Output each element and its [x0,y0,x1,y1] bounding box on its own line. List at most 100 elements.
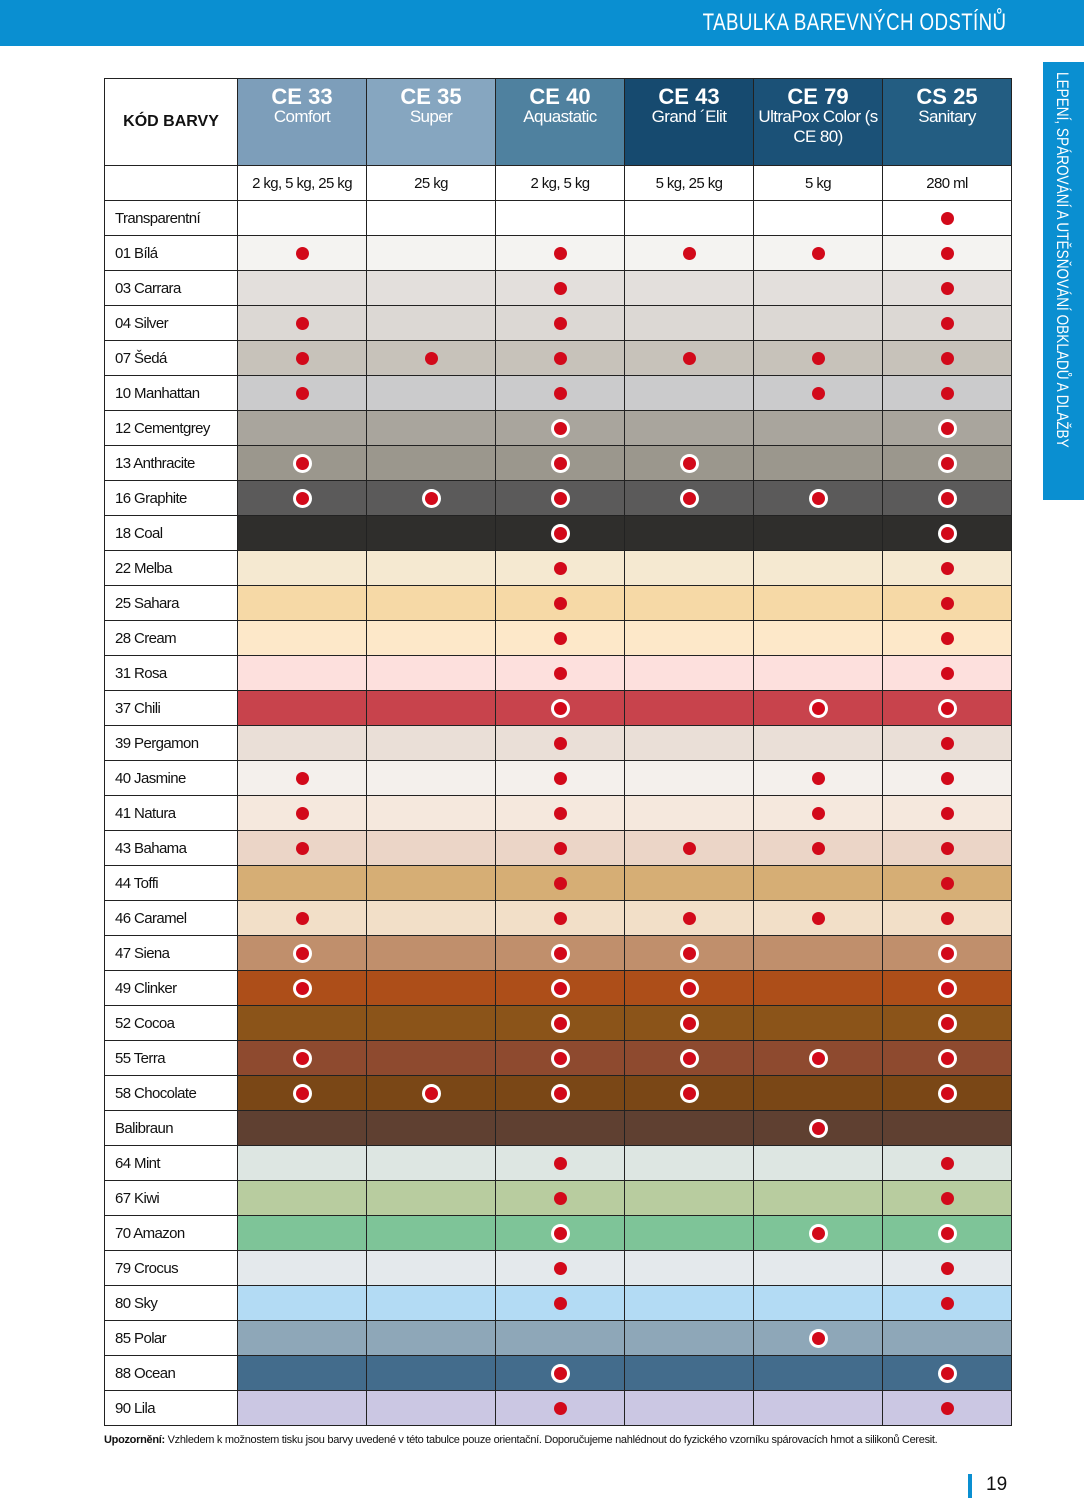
availability-dot [940,492,954,506]
swatch-cell [753,1110,883,1146]
swatch-cell [495,900,625,936]
availability-dot [940,247,954,261]
swatch-cell [495,760,625,796]
swatch-cell [882,270,1012,306]
availability-dot [424,1087,438,1101]
swatch-cell [882,1355,1012,1391]
color-name: 46 Caramel [104,900,238,936]
swatch-cell [882,445,1012,481]
swatch-cell [882,655,1012,691]
page-title: TABULKA BAREVNÝCH ODSTÍNŮ [702,9,1006,36]
availability-dot [295,492,309,506]
swatch-cell [882,1390,1012,1426]
color-row: Transparentní [104,200,1012,236]
color-name: Balibraun [104,1110,238,1146]
color-row: 31 Rosa [104,655,1012,691]
swatch-cell [366,795,496,831]
availability-dot [940,562,954,576]
availability-dot [295,912,309,926]
color-name: 64 Mint [104,1145,238,1181]
availability-dot [553,737,567,751]
swatch-cell [237,795,367,831]
swatch-cell [237,1215,367,1251]
swatch-cell [882,1250,1012,1286]
swatch-cell [753,480,883,516]
swatch-cell [237,1180,367,1216]
color-row: 03 Carrara [104,270,1012,306]
swatch-cell [624,900,754,936]
availability-dot [940,912,954,926]
availability-dot [553,982,567,996]
availability-dot [295,947,309,961]
availability-dot [940,212,954,226]
swatch-cell [882,970,1012,1006]
color-row: 85 Polar [104,1320,1012,1356]
availability-dot [682,982,696,996]
swatch-cell [495,795,625,831]
swatch-cell [624,1040,754,1076]
availability-dot [553,1087,567,1101]
swatch-cell [882,935,1012,971]
product-code: CE 43 [658,84,720,109]
swatch-cell [366,690,496,726]
swatch-cell [624,1215,754,1251]
color-name: 12 Cementgrey [104,410,238,446]
swatch-cell [624,1390,754,1426]
availability-dot [940,1157,954,1171]
swatch-cell [624,200,754,236]
swatch-cell [495,1390,625,1426]
availability-dot [553,842,567,856]
availability-dot [553,1052,567,1066]
availability-dot [811,842,825,856]
swatch-cell [495,410,625,446]
color-name: 03 Carrara [104,270,238,306]
color-name: 79 Crocus [104,1250,238,1286]
swatch-cell [624,235,754,271]
product-header: CE 35 Super [366,78,496,166]
swatch-cell [882,410,1012,446]
color-row: 41 Natura [104,795,1012,831]
swatch-cell [366,1075,496,1111]
availability-dot [553,807,567,821]
package-size: 5 kg [753,165,883,201]
swatch-cell [882,550,1012,586]
color-row: Balibraun [104,1110,1012,1146]
swatch-cell [624,725,754,761]
swatch-cell [237,865,367,901]
swatch-cell [495,585,625,621]
swatch-cell [882,690,1012,726]
product-name: UltraPox Color (s CE 80) [758,107,878,146]
swatch-cell [237,970,367,1006]
color-name: 22 Melba [104,550,238,586]
availability-dot [811,492,825,506]
product-name: Grand ´Elit [651,107,727,126]
color-name: 55 Terra [104,1040,238,1076]
swatch-cell [495,235,625,271]
product-code: CE 79 [787,84,849,109]
swatch-cell [882,1005,1012,1041]
color-row: 12 Cementgrey [104,410,1012,446]
swatch-cell [495,1355,625,1391]
color-row: 43 Bahama [104,830,1012,866]
package-size: 2 kg, 5 kg [495,165,625,201]
availability-dot [940,597,954,611]
availability-dot [940,1297,954,1311]
color-name: 41 Natura [104,795,238,831]
swatch-cell [882,1285,1012,1321]
availability-dot [940,1367,954,1381]
swatch-cell [237,200,367,236]
color-name: 85 Polar [104,1320,238,1356]
availability-dot [940,807,954,821]
availability-dot [940,1227,954,1241]
swatch-cell [753,900,883,936]
color-row: 70 Amazon [104,1215,1012,1251]
swatch-cell [753,1355,883,1391]
color-row: 80 Sky [104,1285,1012,1321]
color-name: 49 Clinker [104,970,238,1006]
availability-dot [940,632,954,646]
product-code: CS 25 [916,84,978,109]
availability-dot [295,457,309,471]
swatch-cell [495,375,625,411]
availability-dot [940,947,954,961]
swatch-cell [237,1145,367,1181]
